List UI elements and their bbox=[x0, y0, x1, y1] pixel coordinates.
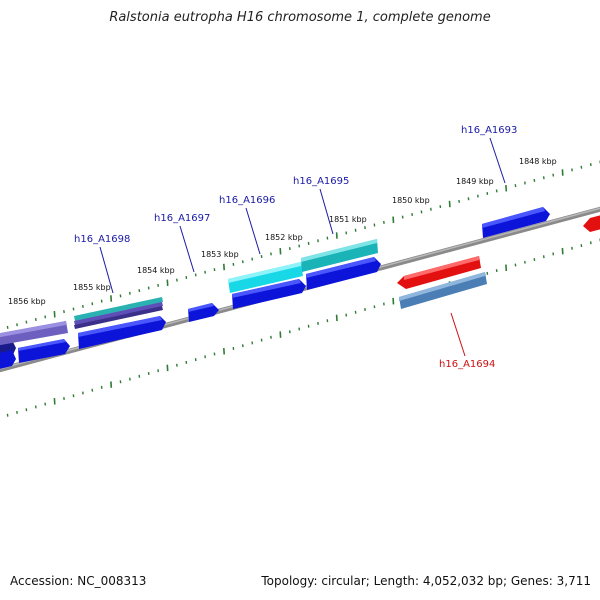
genome-summary-text: Topology: circular; Length: 4,052,032 bp… bbox=[261, 574, 591, 588]
gene-feature-highlight bbox=[301, 239, 377, 262]
kbp-label: 1856 kbp bbox=[8, 297, 46, 306]
gene-feature[interactable] bbox=[18, 339, 70, 363]
gene-feature-highlight bbox=[188, 303, 214, 312]
callout-lines bbox=[99, 137, 506, 357]
gene-feature[interactable] bbox=[0, 350, 16, 370]
gene-feature-highlight bbox=[0, 321, 66, 338]
kbp-label: 1849 kbp bbox=[456, 177, 494, 186]
gene-feature-highlight bbox=[399, 272, 485, 301]
gene-label[interactable]: h16_A1696 bbox=[219, 195, 275, 206]
accession-text: Accession: NC_008313 bbox=[10, 574, 147, 588]
outer-tick-scale bbox=[6, 160, 600, 329]
kbp-label: 1851 kbp bbox=[329, 215, 367, 224]
inner-tick-scale bbox=[6, 238, 600, 417]
gene-label[interactable]: h16_A1697 bbox=[154, 213, 210, 224]
kbp-label: 1855 kbp bbox=[73, 283, 111, 292]
gene-feature[interactable] bbox=[232, 279, 306, 309]
gene-feature-highlight bbox=[306, 257, 376, 278]
gene-feature[interactable] bbox=[482, 207, 550, 238]
gene-feature-highlight bbox=[18, 339, 66, 351]
callout-line bbox=[99, 246, 114, 294]
gene-label[interactable]: h16_A1694 bbox=[439, 359, 495, 370]
callout-line bbox=[319, 188, 334, 235]
callout-line bbox=[489, 137, 506, 184]
gene-feature[interactable] bbox=[78, 316, 166, 349]
gene-feature[interactable] bbox=[74, 306, 163, 329]
gene-feature-highlight bbox=[404, 256, 479, 280]
gene-feature-highlight bbox=[228, 262, 301, 283]
gene-feature-highlight bbox=[482, 207, 545, 228]
kbp-label: 1853 kbp bbox=[201, 250, 239, 259]
gene-feature[interactable] bbox=[583, 214, 600, 232]
gene-feature[interactable] bbox=[306, 257, 381, 290]
map-title: Ralstonia eutropha H16 chromosome 1, com… bbox=[109, 10, 491, 25]
gene-feature-highlight bbox=[232, 279, 301, 298]
gene-feature[interactable] bbox=[74, 302, 163, 325]
callout-line bbox=[245, 207, 261, 255]
callout-line bbox=[450, 312, 466, 357]
kbp-label: 1854 kbp bbox=[137, 266, 175, 275]
kbp-label: 1848 kbp bbox=[519, 157, 557, 166]
reverse-gene-track bbox=[397, 214, 600, 309]
gene-feature-highlight bbox=[78, 316, 162, 337]
kbp-label: 1850 kbp bbox=[392, 196, 430, 205]
gene-label[interactable]: h16_A1698 bbox=[74, 234, 130, 245]
callout-line bbox=[179, 225, 195, 273]
gene-feature[interactable] bbox=[74, 297, 163, 321]
gene-label[interactable]: h16_A1695 bbox=[293, 176, 349, 187]
forward-gene-track bbox=[0, 207, 550, 370]
kbp-label: 1852 kbp bbox=[265, 233, 303, 242]
gene-label[interactable]: h16_A1693 bbox=[461, 125, 517, 136]
